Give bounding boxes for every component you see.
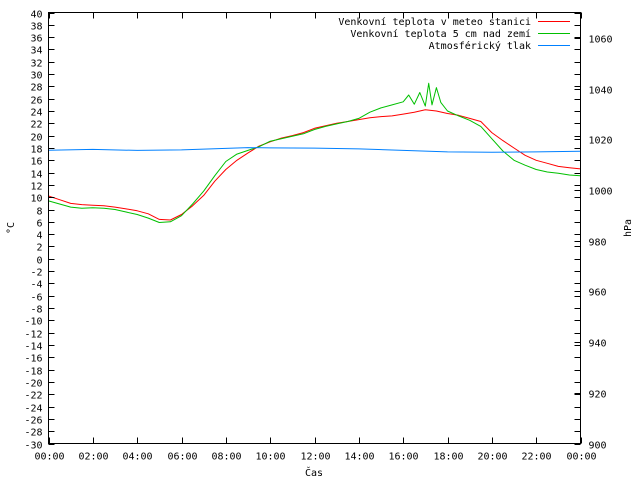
y-tick-label: 26 [30, 96, 42, 107]
y-tick-label: -18 [24, 367, 42, 378]
x-tick-label: 02:00 [78, 452, 108, 463]
y-axis-label-left: °C [6, 222, 17, 234]
x-tick-label: 00:00 [34, 452, 64, 463]
legend-label-1: Venkovní teplota v meteo stanici [338, 16, 531, 28]
y-tick-label: 10 [30, 194, 42, 205]
y-tick-label: 8 [36, 207, 42, 218]
y-tick-label: -12 [24, 330, 42, 341]
y2-tick-label: 1000 [589, 187, 613, 198]
x-tick-label: 16:00 [388, 452, 418, 463]
y-tick-label: -14 [24, 342, 42, 353]
y2-tick-label: 920 [589, 390, 607, 401]
y-tick-label: 2 [36, 243, 42, 254]
y2-tick-label: 1020 [589, 136, 613, 147]
y-tick-label: 28 [30, 83, 42, 94]
y-tick-label: -4 [30, 280, 42, 291]
plot-frame [48, 12, 581, 444]
y-tick-label: 12 [30, 182, 42, 193]
y-tick-label: -8 [30, 305, 42, 316]
y-tick-label: 22 [30, 120, 42, 131]
legend: Venkovní teplota v meteo staniciVenkovní… [338, 16, 570, 52]
y-tick-label: -10 [24, 317, 42, 328]
series-line-1 [48, 109, 581, 221]
y2-tick-label: 900 [589, 441, 607, 452]
y-tick-label: 24 [30, 108, 42, 119]
x-axis-label: Čas [305, 466, 323, 479]
legend-label-3: Atmosférický tlak [429, 40, 531, 52]
x-tick-label: 14:00 [344, 452, 374, 463]
y-tick-label: -20 [24, 379, 42, 390]
y-tick-label: -6 [30, 293, 42, 304]
y-tick-label: 34 [30, 46, 42, 57]
y-tick-label: 36 [30, 34, 42, 45]
y-axis-right-ticks: 900 920 940 960 980 1000 1020 1040 1060 [574, 35, 613, 452]
y-tick-label: 6 [36, 219, 42, 230]
y-tick-label: 18 [30, 145, 42, 156]
y-tick-label: 20 [30, 133, 42, 144]
y-tick-label: -28 [24, 428, 42, 439]
x-tick-label: 06:00 [167, 452, 197, 463]
y-tick-label: -30 [24, 441, 42, 452]
y-tick-label: -26 [24, 416, 42, 427]
x-tick-label: 04:00 [122, 452, 152, 463]
x-tick-label: 00:00 [566, 452, 596, 463]
y-tick-label: -2 [30, 268, 42, 279]
y-tick-label: 40 [30, 10, 42, 21]
y-tick-label: 0 [36, 256, 42, 267]
y-tick-label: 38 [30, 22, 42, 33]
y2-tick-label: 980 [589, 238, 607, 249]
x-tick-label: 20:00 [477, 452, 507, 463]
y-tick-label: -22 [24, 391, 42, 402]
y-axis-left-ticks: -30-28-26-24-22-20-18-16-14-12-10-8-6-4-… [24, 10, 581, 452]
y2-tick-label: 960 [589, 288, 607, 299]
x-axis-ticks: 00:00 02:00 04:00 06:00 08:00 10:00 12:00 14:00… [34, 12, 597, 463]
x-tick-label: 18:00 [433, 452, 463, 463]
y-tick-label: 32 [30, 59, 42, 70]
y-tick-label: 16 [30, 157, 42, 168]
x-tick-label: 08:00 [211, 452, 241, 463]
series-line-3 [48, 147, 581, 153]
x-tick-label: 22:00 [521, 452, 551, 463]
y2-tick-label: 940 [589, 339, 607, 350]
y-axis-label-right: hPa [623, 219, 634, 237]
series-line-2 [48, 82, 581, 223]
x-tick-label: 10:00 [255, 452, 285, 463]
y-tick-label: 4 [36, 231, 42, 242]
y-tick-label: 14 [30, 170, 42, 181]
x-tick-label: 12:00 [300, 452, 330, 463]
legend-label-2: Venkovní teplota 5 cm nad zemí [350, 28, 531, 40]
series-group [48, 82, 581, 223]
y-tick-label: -16 [24, 354, 42, 365]
y-tick-label: 30 [30, 71, 42, 82]
y-tick-label: -24 [24, 404, 42, 415]
y2-tick-label: 1060 [589, 35, 613, 46]
y2-tick-label: 1040 [589, 86, 613, 97]
